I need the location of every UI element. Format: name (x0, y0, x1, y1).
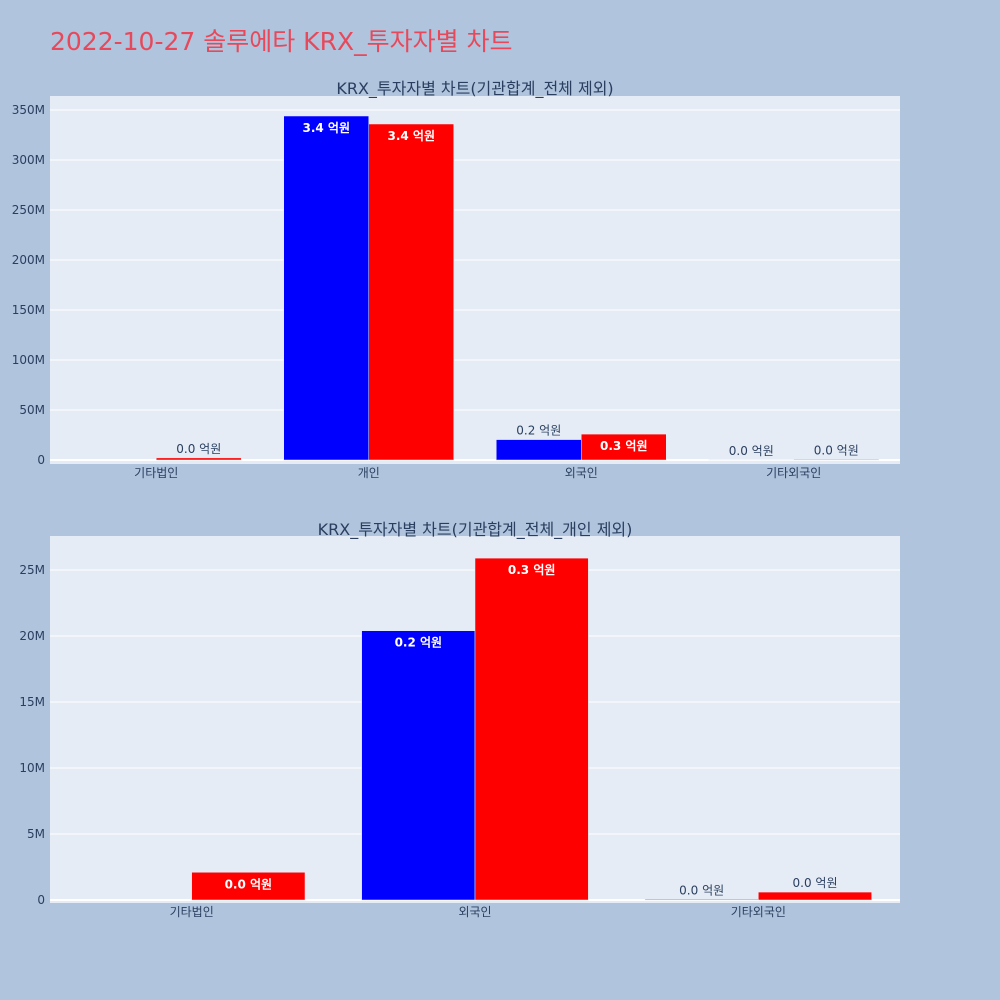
y-tick-label: 250M (12, 203, 45, 217)
chart-individuals-included: 0 50M 100M 150M 200M 250M 300M 350M KRX_투자자별 차트(… (12, 79, 900, 480)
data-label: 0.2 억원 (516, 424, 561, 438)
y-tick-label: 0 (37, 893, 45, 907)
data-label: 3.4 억원 (387, 129, 435, 143)
data-label: 0.3 억원 (600, 439, 648, 453)
chart-individuals-excluded: 0 5M 10M 15M 20M 25M KRX_투자자별 차트(기관합계_전체_개인 제외… (19, 520, 900, 919)
bar (191, 872, 306, 901)
bar (644, 899, 759, 901)
y-tick-label: 0 (37, 453, 45, 467)
data-label: 0.0 억원 (225, 877, 273, 891)
chart-title: KRX_투자자별 차트(기관합계_전체 제외) (336, 79, 613, 99)
bar (156, 457, 242, 461)
bar (793, 459, 879, 461)
x-tick-label: 기타외국인 (766, 466, 821, 480)
y-tick-label: 15M (19, 695, 45, 709)
y-tick-label: 350M (12, 103, 45, 117)
x-tick-label: 개인 (358, 466, 380, 480)
y-tick-label: 25M (19, 563, 45, 577)
bar (474, 557, 589, 901)
y-tick-label: 20M (19, 629, 45, 643)
data-label: 0.2 억원 (395, 636, 443, 650)
x-tick-label: 외국인 (458, 905, 491, 919)
x-tick-label: 기타법인 (170, 905, 214, 919)
bar (758, 891, 872, 901)
y-tick-label: 10M (19, 761, 45, 775)
y-tick-label: 5M (27, 827, 45, 841)
data-label: 0.0 억원 (679, 883, 724, 897)
y-tick-label: 150M (12, 303, 45, 317)
data-label: 0.0 억원 (814, 443, 859, 457)
data-label: 3.4 억원 (302, 121, 350, 135)
chart-title: KRX_투자자별 차트(기관합계_전체_개인 제외) (318, 520, 633, 540)
data-label: 0.0 억원 (176, 442, 221, 456)
data-label: 0.0 억원 (729, 444, 774, 458)
y-tick-label: 300M (12, 153, 45, 167)
page-title: 2022-10-27 솔루에타 KRX_투자자별 차트 (50, 27, 513, 56)
bar (368, 123, 454, 461)
data-label: 0.0 억원 (793, 876, 838, 890)
x-tick-label: 기타외국인 (731, 905, 786, 919)
x-tick-label: 외국인 (565, 466, 598, 480)
x-tick-label: 기타법인 (134, 466, 178, 480)
bar (581, 433, 667, 461)
data-label: 0.3 억원 (508, 563, 556, 577)
plot-area (50, 96, 900, 464)
y-tick-label: 50M (19, 403, 45, 417)
bar (361, 630, 476, 901)
y-tick-label: 100M (12, 353, 45, 367)
y-tick-label: 200M (12, 253, 45, 267)
